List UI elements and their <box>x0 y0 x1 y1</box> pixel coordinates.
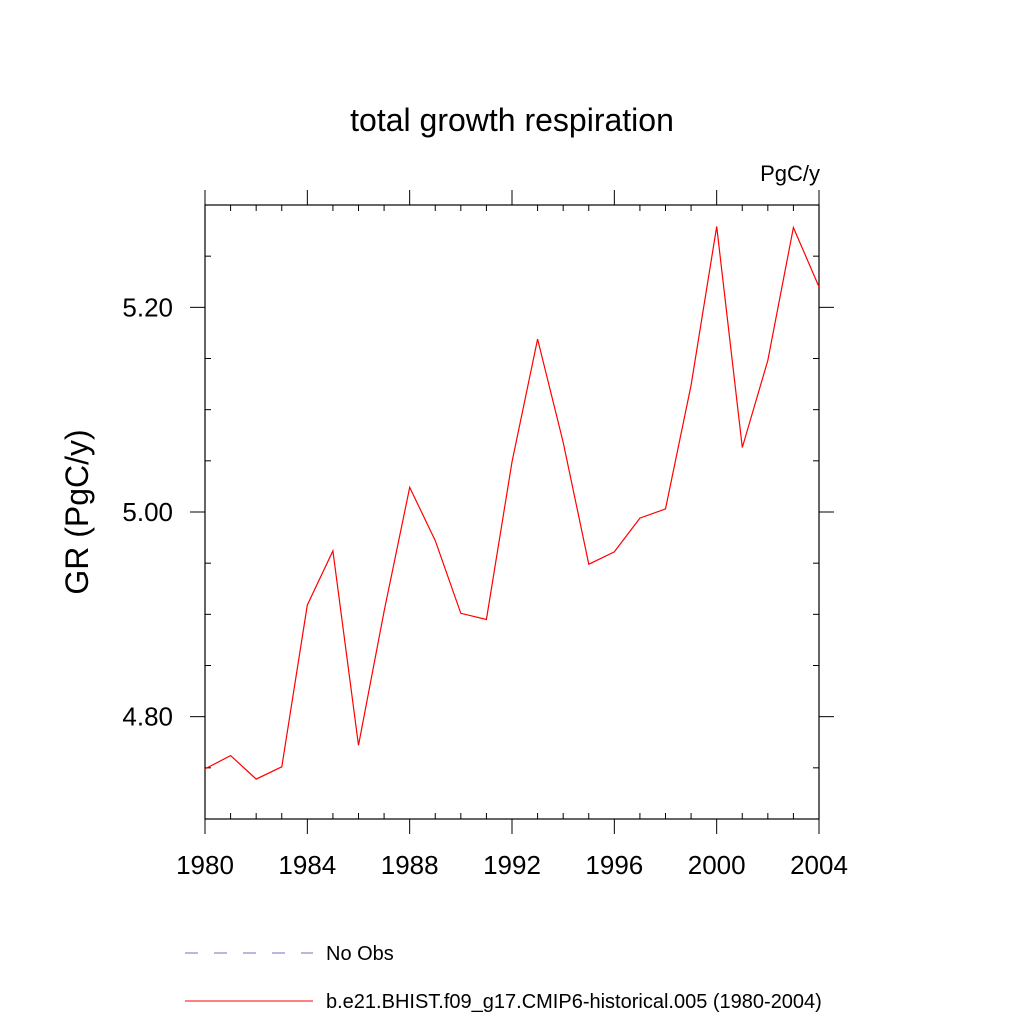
y-axis-label: GR (PgC/y) <box>59 429 95 594</box>
x-tick-label: 1988 <box>381 850 439 880</box>
axis-marks: 1980 1984 1988 1992 1996 2000 2004 4.80 5.00 5.20 <box>122 190 848 880</box>
legend: No Obs b.e21.BHIST.f09_g17.CMIP6-histori… <box>185 943 822 1013</box>
legend-model-label: b.e21.BHIST.f09_g17.CMIP6-historical.005… <box>326 991 822 1013</box>
legend-no-obs-label: No Obs <box>326 943 394 965</box>
x-tick-label: 1984 <box>278 850 336 880</box>
y-tick-label: 5.20 <box>122 292 173 322</box>
x-tick-label: 1996 <box>585 850 643 880</box>
x-tick-label: 1992 <box>483 850 541 880</box>
units-label: PgC/y <box>760 161 820 186</box>
series-line <box>204 225 820 780</box>
plot-frame <box>204 204 820 820</box>
y-tick-label: 5.00 <box>122 497 173 527</box>
series-layer <box>204 225 820 780</box>
y-tick-label: 4.80 <box>122 702 173 732</box>
x-tick-label: 2000 <box>688 850 746 880</box>
x-tick-label: 1980 <box>176 850 234 880</box>
x-tick-label: 2004 <box>790 850 848 880</box>
chart-title: total growth respiration <box>350 102 674 138</box>
